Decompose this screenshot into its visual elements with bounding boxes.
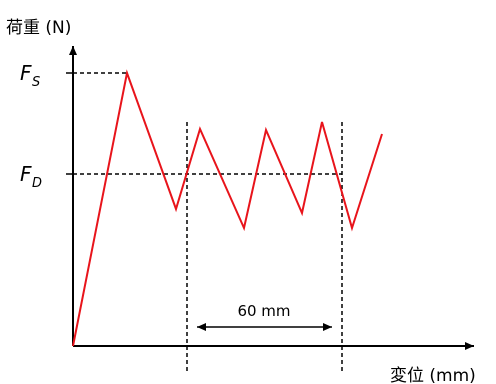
load-displacement-curve: [72, 69, 383, 347]
y-axis-label: 荷重 (N): [6, 18, 71, 38]
dynamic-load-symbol: F: [20, 162, 32, 186]
x-axis-label: 変位 (mm): [390, 366, 476, 384]
dynamic-load-subscript: D: [32, 176, 42, 191]
static-load-subscript: S: [32, 75, 40, 90]
dynamic-load-label: F D: [20, 162, 42, 191]
static-load-symbol: F: [20, 61, 32, 85]
static-load-label: F S: [20, 61, 40, 90]
span-label: 60 mm: [237, 302, 290, 320]
